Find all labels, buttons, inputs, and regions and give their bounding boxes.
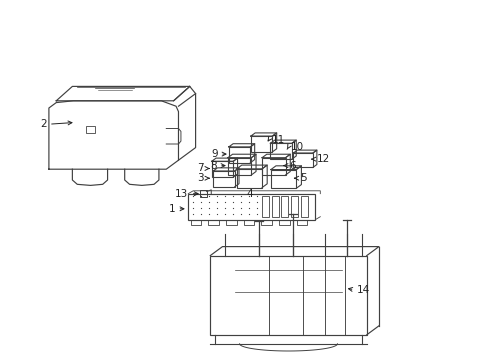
Text: 3: 3 (196, 173, 203, 183)
Text: 6: 6 (289, 161, 296, 171)
Bar (188, 194, 315, 220)
Text: 10: 10 (290, 142, 304, 152)
Text: 4: 4 (245, 189, 252, 199)
Bar (279, 220, 289, 225)
Text: 2: 2 (40, 119, 46, 129)
Text: 13: 13 (175, 189, 188, 199)
Bar (225, 220, 236, 225)
Bar (199, 190, 206, 197)
Bar (243, 220, 254, 225)
Bar (271, 196, 278, 217)
Bar (210, 256, 366, 335)
Bar (262, 196, 268, 217)
Text: 9: 9 (210, 149, 217, 159)
Bar (290, 196, 297, 217)
Text: 8: 8 (209, 161, 216, 171)
Bar (190, 220, 201, 225)
Bar (85, 126, 95, 133)
Text: 5: 5 (300, 173, 306, 183)
Text: 1: 1 (168, 204, 175, 214)
Bar (281, 196, 288, 217)
Bar (261, 220, 271, 225)
Text: 11: 11 (271, 135, 284, 145)
Bar (208, 220, 219, 225)
Text: 12: 12 (316, 154, 329, 164)
Text: 14: 14 (356, 285, 369, 295)
Text: 7: 7 (196, 163, 203, 174)
Bar (300, 196, 307, 217)
Bar (296, 220, 307, 225)
